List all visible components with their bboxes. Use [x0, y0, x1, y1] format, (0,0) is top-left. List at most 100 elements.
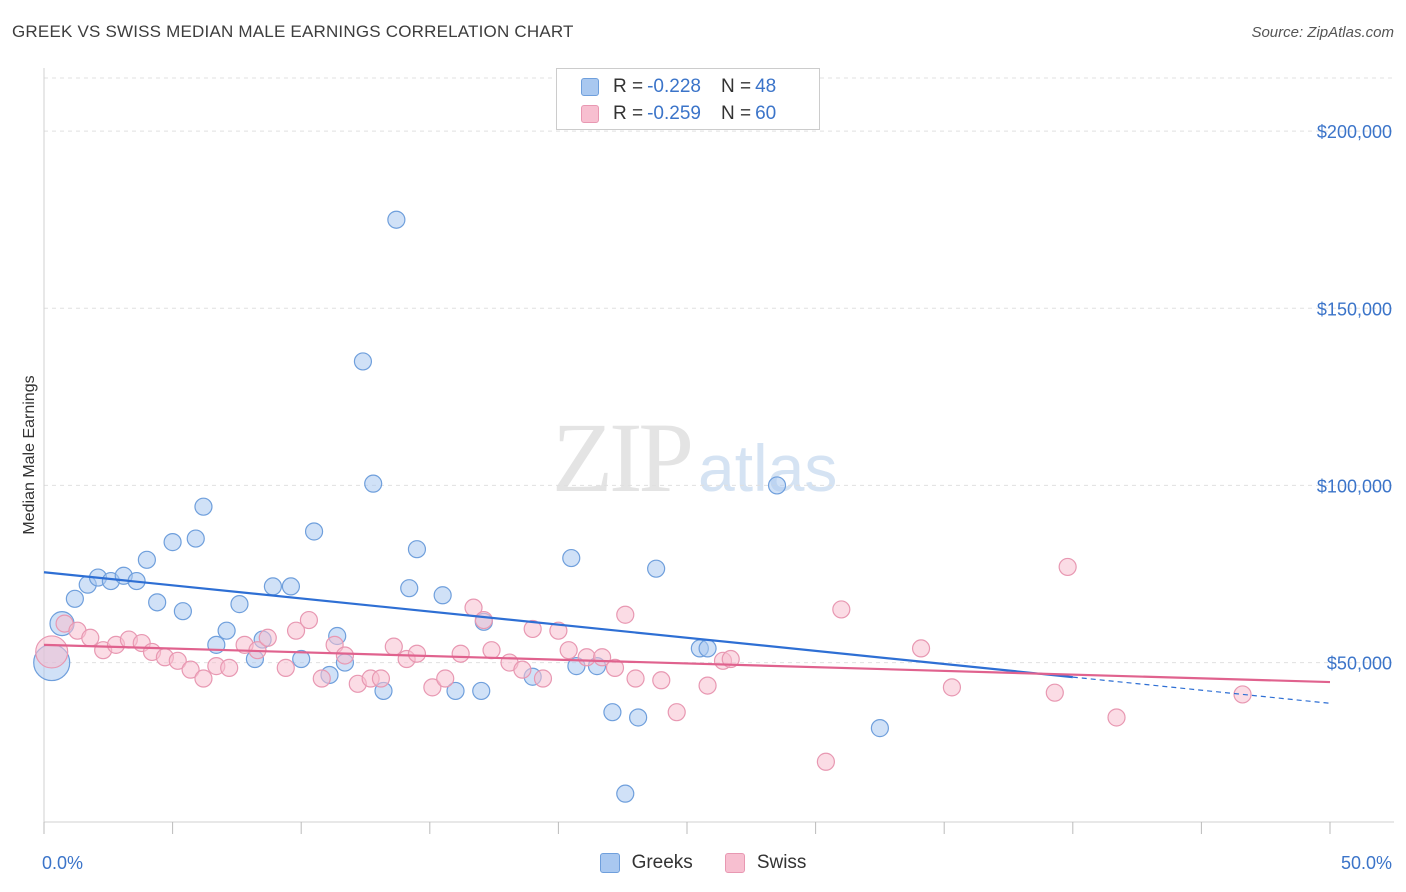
trend-lines [43, 571, 1331, 704]
swiss-point-14 [220, 658, 239, 677]
greeks-point-21 [292, 649, 311, 669]
swiss-point-26 [371, 669, 391, 688]
x-tick-label-min: 0.0% [42, 853, 83, 873]
watermark-zip: ZIP [552, 402, 694, 513]
swiss-point-38 [523, 619, 542, 639]
greeks-point-2 [65, 589, 84, 608]
greeks-point-42 [616, 784, 635, 803]
greeks-n-label: N = [720, 76, 752, 97]
swiss-point-32 [451, 644, 470, 663]
series-legend: Greeks Swiss [0, 852, 1406, 874]
swiss-n-value: 60 [755, 103, 777, 124]
swiss-point-57 [1058, 557, 1077, 577]
watermark: ZIP atlas [552, 400, 837, 515]
swiss-point-35 [482, 641, 501, 660]
greeks-point-29 [387, 210, 406, 229]
swiss-point-20 [299, 610, 319, 630]
swiss-point-48 [667, 703, 686, 722]
watermark-atlas: atlas [698, 431, 838, 505]
swiss-point-0 [35, 635, 69, 669]
axes [43, 68, 1394, 834]
greeks-point-9 [148, 593, 167, 612]
chart-title: GREEK VS SWISS MEDIAN MALE EARNINGS CORR… [12, 22, 574, 41]
swiss-legend-label: Swiss [756, 852, 807, 873]
swiss-r-label: R = [613, 103, 644, 124]
swiss-point-21 [312, 669, 331, 688]
greeks-point-30 [400, 579, 419, 598]
greeks-legend-swatch [599, 853, 620, 873]
greeks-point-19 [263, 577, 283, 596]
greeks-r-label: R = [613, 76, 644, 97]
swiss-point-37 [513, 660, 532, 679]
swiss-point-53 [832, 600, 851, 619]
legend-row-swiss: R = -0.259 N = 60 [581, 103, 776, 125]
swiss-point-17 [258, 628, 277, 647]
swiss-point-58 [1107, 708, 1126, 727]
legend-row-greeks: R = -0.228 N = 48 [581, 76, 776, 98]
swiss-point-10 [168, 651, 187, 670]
greeks-point-16 [230, 595, 249, 614]
swiss-point-47 [652, 671, 671, 690]
greeks-point-43 [647, 559, 666, 578]
greeks-point-47 [870, 719, 890, 738]
greeks-point-45 [698, 639, 717, 658]
greeks-point-13 [194, 497, 213, 516]
y-tick-label-0: $50,000 [1327, 654, 1392, 674]
greeks-point-46 [767, 476, 787, 495]
swiss-point-41 [559, 641, 578, 660]
x-tick-label-max: 50.0% [1341, 853, 1392, 873]
greeks-point-22 [304, 522, 324, 541]
grid-lines [44, 77, 1394, 664]
y-tick-label-3: $200,000 [1317, 122, 1392, 142]
series-legend-greeks[interactable]: Greeks [599, 852, 693, 874]
greeks-trend-extension [1072, 676, 1331, 704]
greeks-r-value: -0.228 [647, 76, 701, 97]
swiss-point-42 [577, 648, 596, 667]
swiss-n-label: N = [720, 103, 752, 124]
greeks-point-20 [281, 577, 301, 596]
swiss-point-46 [626, 669, 645, 688]
swiss-point-3 [81, 628, 100, 647]
greeks-point-31 [407, 540, 427, 559]
swiss-point-27 [384, 637, 403, 656]
greeks-point-15 [217, 621, 236, 640]
swiss-point-40 [549, 621, 568, 640]
swiss-point-51 [721, 649, 740, 669]
greeks-point-26 [353, 352, 373, 371]
greeks-points [33, 210, 890, 803]
greeks-point-35 [472, 681, 491, 701]
swiss-point-45 [616, 605, 635, 624]
swiss-trend-line [43, 643, 1331, 684]
swiss-point-59 [1233, 685, 1252, 704]
swiss-point-52 [816, 752, 835, 771]
swiss-point-11 [181, 660, 200, 679]
swiss-point-55 [942, 678, 962, 697]
swiss-point-23 [335, 646, 355, 665]
greeks-point-12 [186, 529, 205, 548]
swiss-point-56 [1045, 683, 1064, 702]
greeks-point-11 [173, 602, 192, 621]
y-axis-label: Median Male Earnings [21, 375, 38, 535]
greeks-trend-line [43, 571, 1073, 679]
swiss-legend-swatch [724, 853, 745, 873]
swiss-point-54 [911, 639, 931, 658]
greeks-point-27 [364, 474, 383, 493]
swiss-points [35, 557, 1252, 771]
swiss-swatch [581, 105, 599, 123]
swiss-point-19 [286, 621, 306, 640]
swiss-point-31 [436, 669, 455, 688]
greeks-swatch [581, 78, 599, 96]
greeks-legend-label: Greeks [631, 852, 693, 873]
swiss-point-12 [194, 669, 213, 688]
greeks-point-40 [603, 703, 622, 722]
greeks-point-33 [446, 681, 465, 701]
greeks-point-32 [433, 586, 452, 605]
greeks-point-41 [629, 708, 648, 727]
swiss-point-49 [698, 676, 717, 695]
swiss-r-value: -0.259 [647, 103, 701, 124]
swiss-point-34 [474, 610, 493, 630]
series-legend-swiss[interactable]: Swiss [724, 852, 807, 874]
swiss-point-44 [605, 658, 625, 677]
greeks-point-37 [562, 548, 581, 568]
